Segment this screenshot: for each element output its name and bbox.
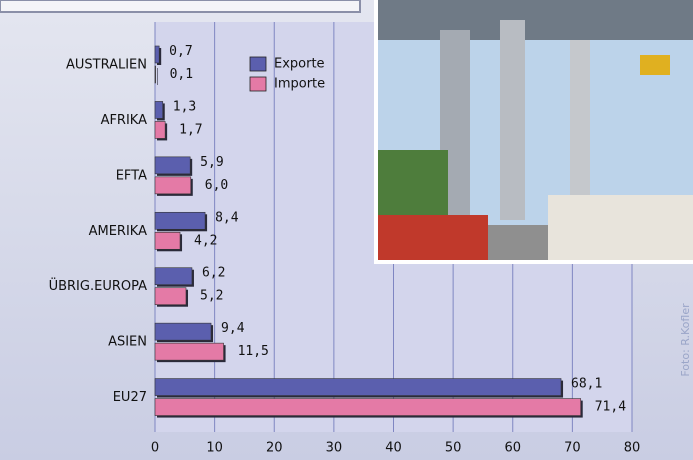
value-label: 6,2	[202, 266, 225, 281]
bar	[154, 287, 187, 306]
photo-container	[548, 195, 693, 260]
value-label: 4,2	[194, 233, 217, 248]
y-tick-label: EU27	[113, 390, 147, 405]
legend-label: Importe	[274, 77, 325, 92]
value-label: 68,1	[571, 377, 602, 392]
x-tick-label: 20	[266, 441, 283, 456]
photo-trees	[378, 150, 448, 220]
bar	[154, 101, 164, 119]
y-tick-label: ASIEN	[108, 335, 147, 350]
y-tick-label: AFRIKA	[101, 113, 148, 128]
value-label: 1,7	[179, 122, 202, 137]
bar	[154, 378, 562, 396]
header-box	[0, 0, 361, 13]
bar-shadow	[157, 68, 158, 85]
bar	[154, 45, 160, 64]
value-label: 5,9	[200, 155, 223, 170]
legend-label: Exporte	[274, 57, 325, 72]
legend-swatch	[249, 76, 267, 92]
value-label: 9,4	[221, 321, 245, 336]
x-tick-label: 30	[326, 441, 343, 456]
photo-pillar	[500, 20, 525, 220]
legend: Exporte Importe	[249, 56, 325, 92]
y-tick-label: AMERIKA	[89, 224, 147, 239]
y-tick-label: EFTA	[116, 168, 147, 183]
photo-credit: Foto: R.Kofler	[679, 303, 692, 377]
x-tick-label: 0	[151, 441, 159, 456]
legend-swatch	[249, 56, 267, 72]
x-tick-label: 60	[504, 441, 521, 456]
photo-crane	[378, 0, 693, 40]
bar	[154, 176, 192, 195]
x-tick-label: 80	[624, 441, 641, 456]
bar	[154, 156, 191, 175]
value-label: 5,2	[200, 289, 223, 304]
x-tick-label: 70	[564, 441, 581, 456]
bars: AUSTRALIEN 0,7 0,1 AFRIKA 1,3 1,7 EFTA 5,9 6,0 AM…	[49, 44, 626, 418]
value-label: 0,7	[169, 44, 192, 59]
bar	[154, 342, 224, 361]
photo-container	[378, 215, 488, 260]
value-label: 11,5	[238, 344, 269, 359]
photo	[374, 0, 693, 264]
bar	[154, 267, 193, 286]
bar	[154, 231, 181, 250]
y-tick-label: ÜBRIG.EUROPA	[49, 277, 148, 294]
photo-spreader	[640, 55, 670, 75]
value-label: 71,4	[595, 400, 626, 415]
x-tick-label: 40	[385, 441, 402, 456]
y-tick-label: AUSTRALIEN	[66, 58, 147, 73]
bar	[154, 398, 582, 416]
value-label: 6,0	[205, 178, 228, 193]
photo-pillar	[570, 40, 590, 210]
x-tick-label: 50	[445, 441, 462, 456]
bar	[154, 65, 156, 84]
bar	[154, 121, 166, 139]
value-label: 0,1	[170, 67, 193, 82]
value-label: 1,3	[173, 99, 196, 114]
value-label: 8,4	[215, 210, 239, 225]
bar	[154, 322, 212, 341]
bar	[154, 211, 206, 230]
x-tick-label: 10	[206, 441, 223, 456]
photo-container	[488, 225, 548, 260]
